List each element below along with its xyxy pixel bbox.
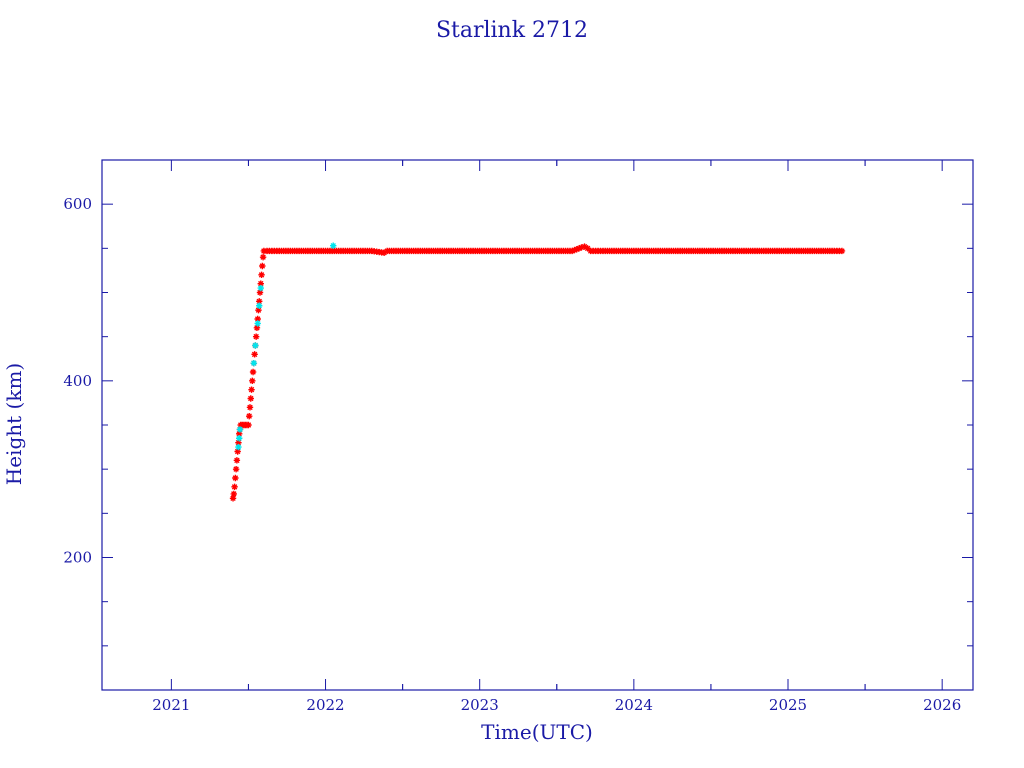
data-point-red [234, 448, 241, 455]
data-point-red [578, 244, 585, 251]
data-point-red [232, 474, 239, 482]
data-point-red [233, 457, 241, 464]
data-point-red [581, 243, 588, 250]
data-point-red [568, 247, 576, 255]
data-point-red [232, 465, 240, 473]
data-point-red [251, 351, 258, 358]
x-tick-label: 2023 [461, 696, 499, 714]
data-point-cyan [235, 443, 242, 451]
data-point-red [249, 377, 256, 385]
data-point-red [256, 289, 264, 296]
axes: 2021 2022 2023 2024 2025 2026 200 400 600 [63, 159, 973, 714]
data-point-cyan [254, 320, 261, 327]
data-point-red [573, 246, 581, 253]
data-point-red [258, 271, 265, 279]
data-point-red [249, 368, 257, 376]
data-point-red [253, 324, 261, 332]
plot-frame [101, 159, 974, 691]
data-point-cyan [236, 426, 244, 433]
y-tick-label: 200 [63, 549, 92, 567]
data-point-red [245, 421, 252, 429]
data-point-cyan [257, 284, 264, 292]
data-point-red [254, 315, 261, 323]
x-axis-label: Time(UTC) [481, 720, 593, 744]
data-point-red [246, 412, 253, 420]
data-point-red [248, 386, 255, 393]
y-axis-label: Height (km) [2, 363, 26, 485]
data-point-cyan [252, 342, 259, 349]
data-point-red [231, 483, 238, 491]
data-point-red [380, 249, 388, 256]
data-point-red [575, 245, 583, 252]
x-tick-label: 2026 [923, 696, 961, 714]
x-tick-label: 2025 [769, 696, 807, 714]
data-point-red [255, 306, 262, 314]
data-point-red [247, 395, 254, 402]
data-point-red [256, 298, 263, 305]
data-point-red [230, 490, 238, 498]
data-point-red [257, 280, 264, 287]
data-point-red [229, 495, 237, 502]
data-point-cyan [250, 359, 258, 367]
x-tick-label: 2021 [152, 696, 190, 714]
data-point-red [259, 253, 267, 261]
data-point-cyan [256, 302, 263, 309]
data-point-red [571, 246, 578, 254]
data-point-red [584, 245, 591, 252]
data-point-cyan [330, 242, 337, 249]
y-tick-label: 400 [63, 372, 92, 390]
data-point-red [246, 404, 254, 411]
data-point-red [235, 439, 242, 446]
data-point-red [259, 262, 266, 270]
x-tick-label: 2024 [615, 696, 653, 714]
data-point-red [236, 430, 243, 438]
plot-area [229, 242, 846, 502]
data-point-red [252, 333, 260, 340]
y-tick-label: 600 [63, 195, 92, 213]
x-tick-label: 2022 [306, 696, 344, 714]
data-point-cyan [236, 435, 243, 442]
chart-title: Starlink 2712 [436, 18, 588, 43]
data-point-red [838, 247, 846, 255]
